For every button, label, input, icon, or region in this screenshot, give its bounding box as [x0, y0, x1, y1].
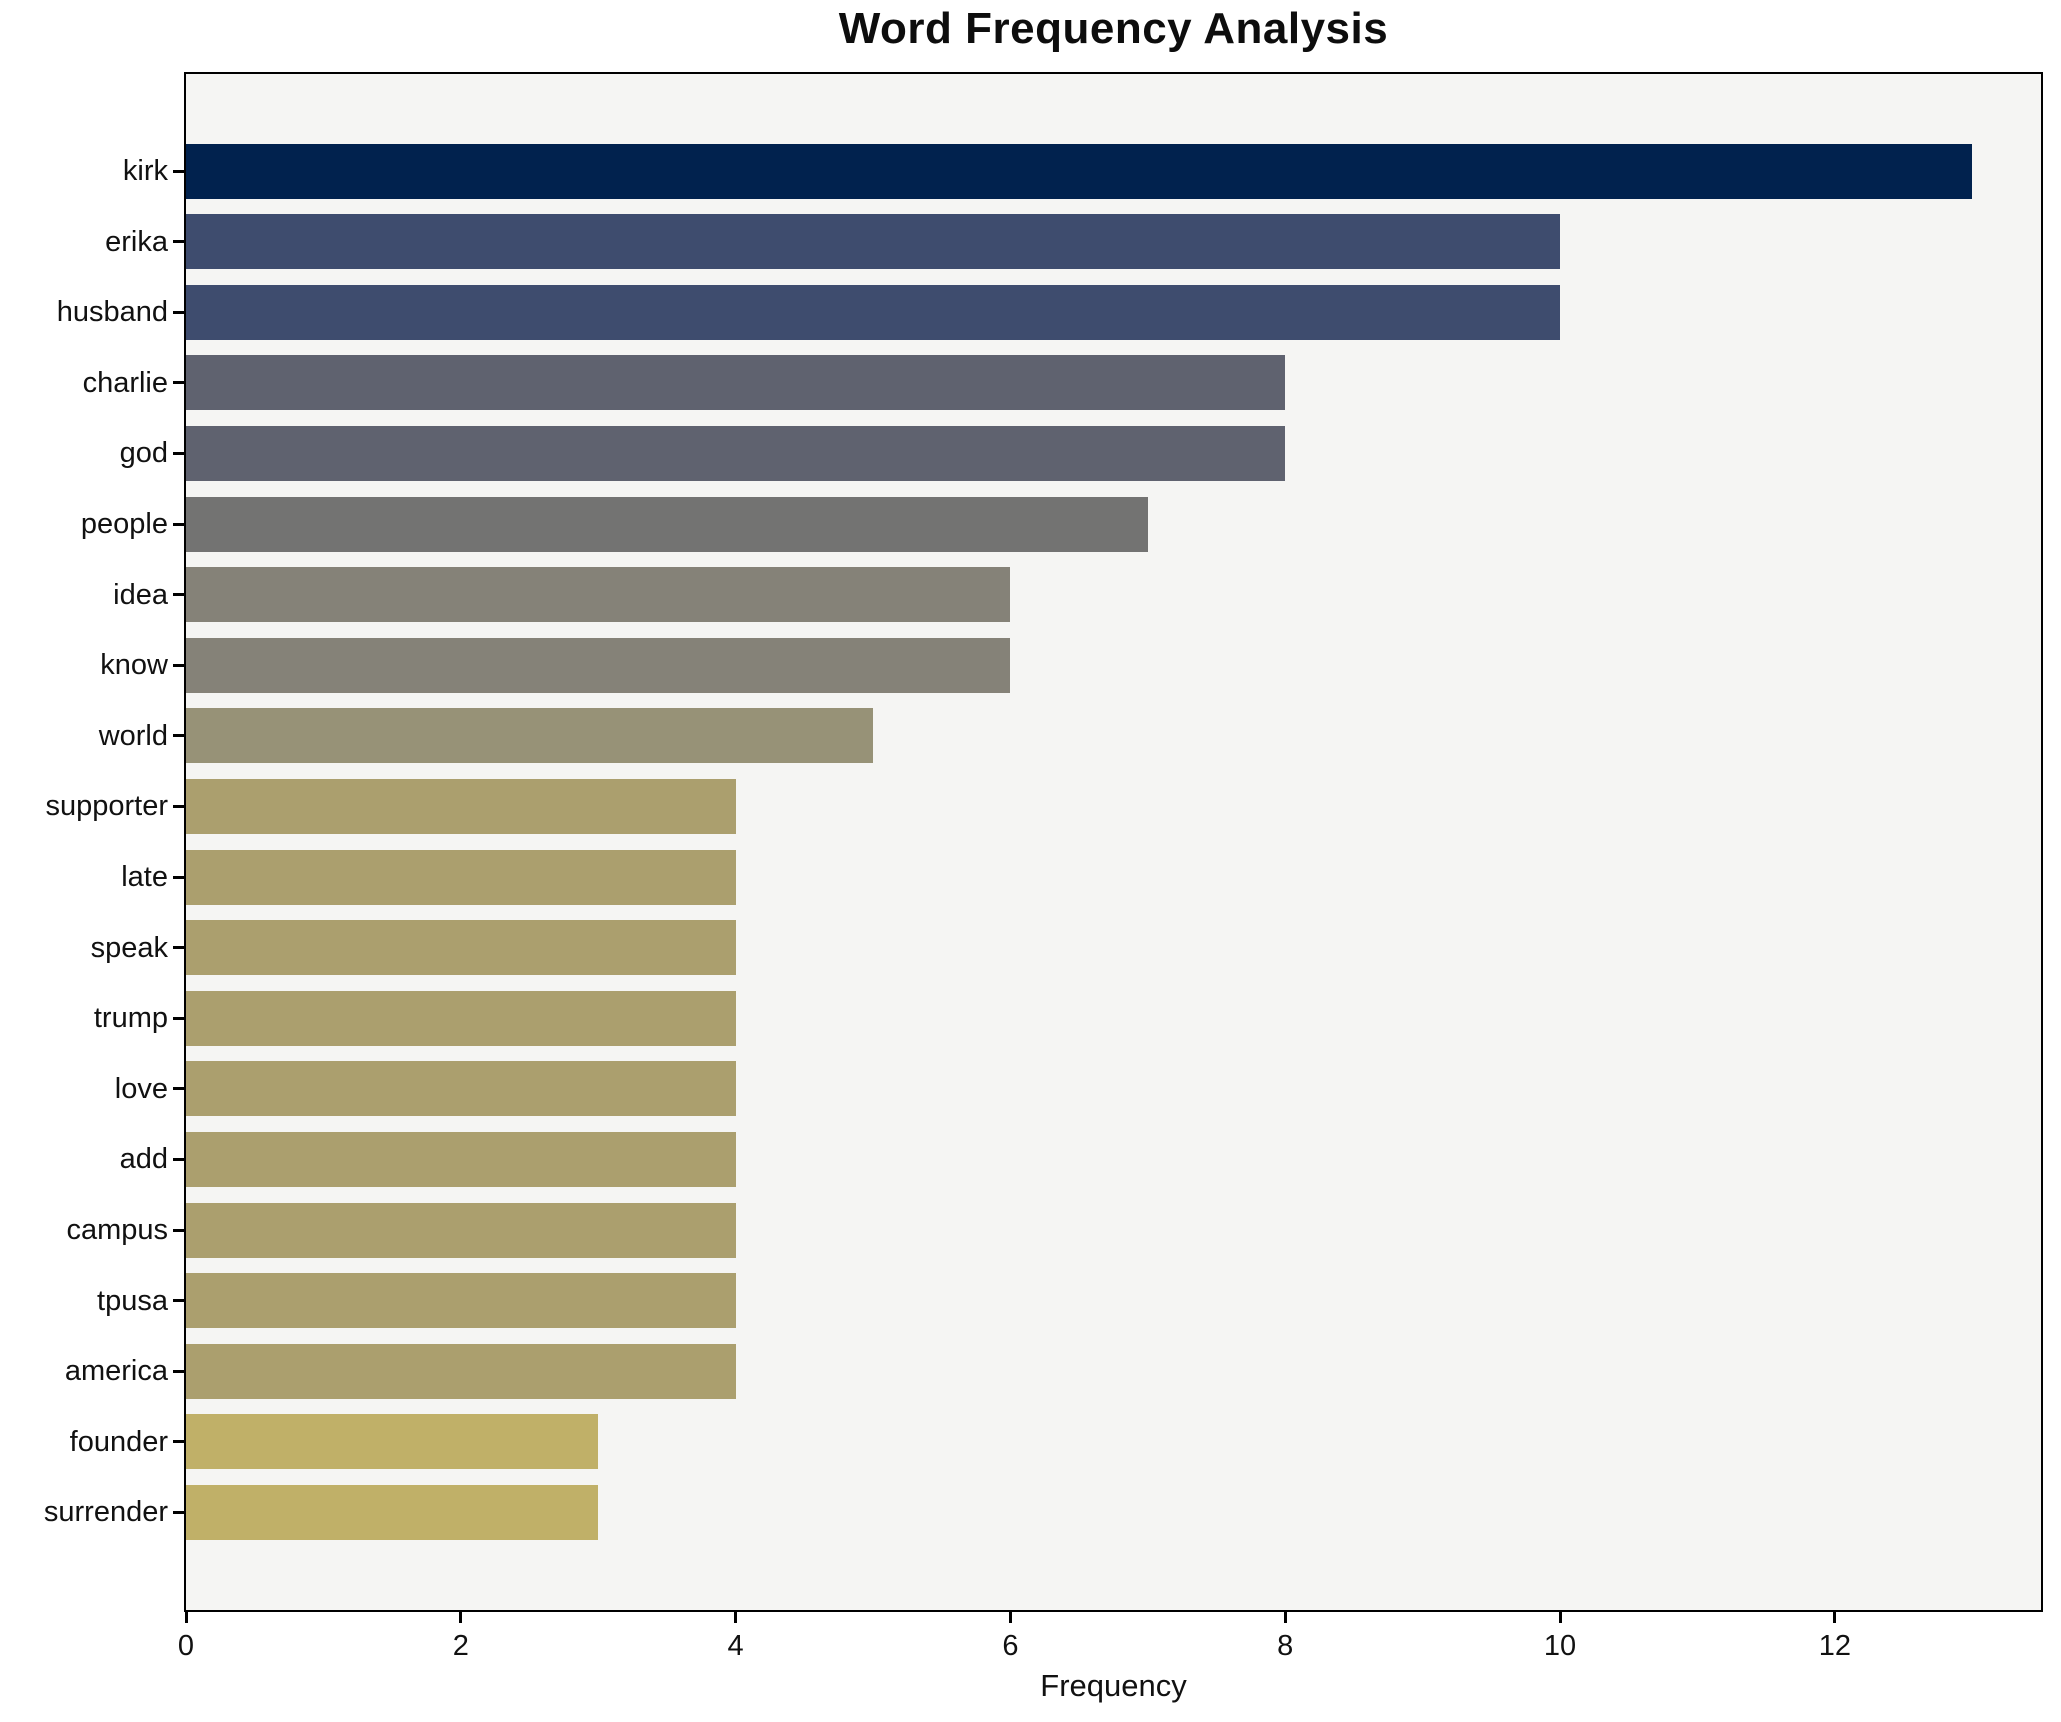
y-tick-label-founder: founder: [69, 1425, 168, 1458]
bar-add: [186, 1131, 736, 1187]
bar-founder: [186, 1414, 599, 1470]
x-tick-mark: [1558, 1612, 1562, 1623]
y-tick-mark: [173, 734, 184, 738]
y-tick-mark: [173, 663, 184, 667]
x-tick-mark: [734, 1612, 738, 1623]
x-tick-label-10: 10: [1543, 1630, 1577, 1662]
bar-surrender: [186, 1484, 599, 1540]
y-tick-label-late: late: [121, 861, 168, 893]
y-tick-mark: [173, 1440, 184, 1444]
bar-world: [186, 708, 874, 764]
y-tick-label-idea: idea: [113, 578, 168, 611]
y-tick-label-love: love: [114, 1072, 168, 1105]
x-tick-mark: [1283, 1612, 1287, 1623]
y-tick-mark: [173, 593, 184, 597]
y-tick-label-surrender: surrender: [43, 1496, 168, 1529]
y-tick-mark: [173, 451, 184, 455]
bar-late: [186, 849, 736, 905]
x-tick-mark: [459, 1612, 463, 1623]
x-tick-label-6: 6: [1002, 1630, 1019, 1662]
y-tick-mark: [173, 169, 184, 173]
y-tick-mark: [173, 1299, 184, 1303]
y-tick-label-supporter: supporter: [45, 790, 168, 823]
y-tick-mark: [173, 804, 184, 808]
bar-campus: [186, 1202, 736, 1258]
y-tick-label-world: world: [98, 719, 168, 752]
x-tick-label-8: 8: [1277, 1630, 1294, 1662]
y-tick-label-campus: campus: [66, 1214, 168, 1246]
x-tick-mark: [1833, 1612, 1837, 1623]
y-tick-label-tpusa: tpusa: [97, 1284, 168, 1317]
y-tick-mark: [173, 946, 184, 950]
bar-speak: [186, 920, 736, 976]
x-tick-label-12: 12: [1818, 1630, 1851, 1662]
x-tick-mark: [1008, 1612, 1012, 1623]
y-tick-label-kirk: kirk: [122, 155, 168, 187]
bar-kirk: [186, 143, 1973, 199]
y-tick-label-know: know: [100, 649, 168, 682]
bar-erika: [186, 214, 1561, 270]
y-tick-mark: [173, 1510, 184, 1514]
y-tick-mark: [173, 240, 184, 244]
plot-area: [184, 72, 2043, 1612]
y-tick-mark: [173, 1016, 184, 1020]
x-tick-mark: [184, 1612, 188, 1623]
bar-god: [186, 425, 1286, 481]
y-tick-label-add: add: [119, 1143, 168, 1176]
bar-trump: [186, 990, 736, 1046]
bar-supporter: [186, 778, 736, 834]
y-tick-mark: [173, 875, 184, 879]
bar-husband: [186, 284, 1561, 340]
y-tick-mark: [173, 1087, 184, 1091]
x-axis-label: Frequency: [1040, 1668, 1187, 1703]
bar-tpusa: [186, 1273, 736, 1329]
y-tick-label-husband: husband: [56, 296, 168, 329]
y-tick-mark: [173, 1369, 184, 1373]
y-tick-label-speak: speak: [90, 931, 168, 964]
bar-america: [186, 1343, 736, 1399]
y-tick-label-charlie: charlie: [82, 366, 168, 399]
y-tick-mark: [173, 310, 184, 314]
y-tick-label-trump: trump: [93, 1002, 168, 1035]
y-tick-label-erika: erika: [105, 225, 168, 258]
y-tick-label-god: god: [119, 437, 168, 470]
x-tick-label-2: 2: [452, 1630, 469, 1662]
y-tick-mark: [173, 1228, 184, 1232]
bar-know: [186, 637, 1011, 693]
bar-idea: [186, 567, 1011, 623]
bar-charlie: [186, 355, 1286, 411]
y-tick-label-people: people: [80, 508, 168, 540]
x-tick-label-0: 0: [177, 1630, 195, 1662]
y-tick-mark: [173, 522, 184, 526]
y-tick-mark: [173, 381, 184, 385]
y-tick-label-america: america: [64, 1355, 168, 1388]
x-tick-label-4: 4: [727, 1630, 744, 1662]
chart-title: Word Frequency Analysis: [838, 4, 1389, 53]
y-tick-mark: [173, 1157, 184, 1161]
bar-love: [186, 1061, 736, 1117]
bar-people: [186, 496, 1148, 552]
